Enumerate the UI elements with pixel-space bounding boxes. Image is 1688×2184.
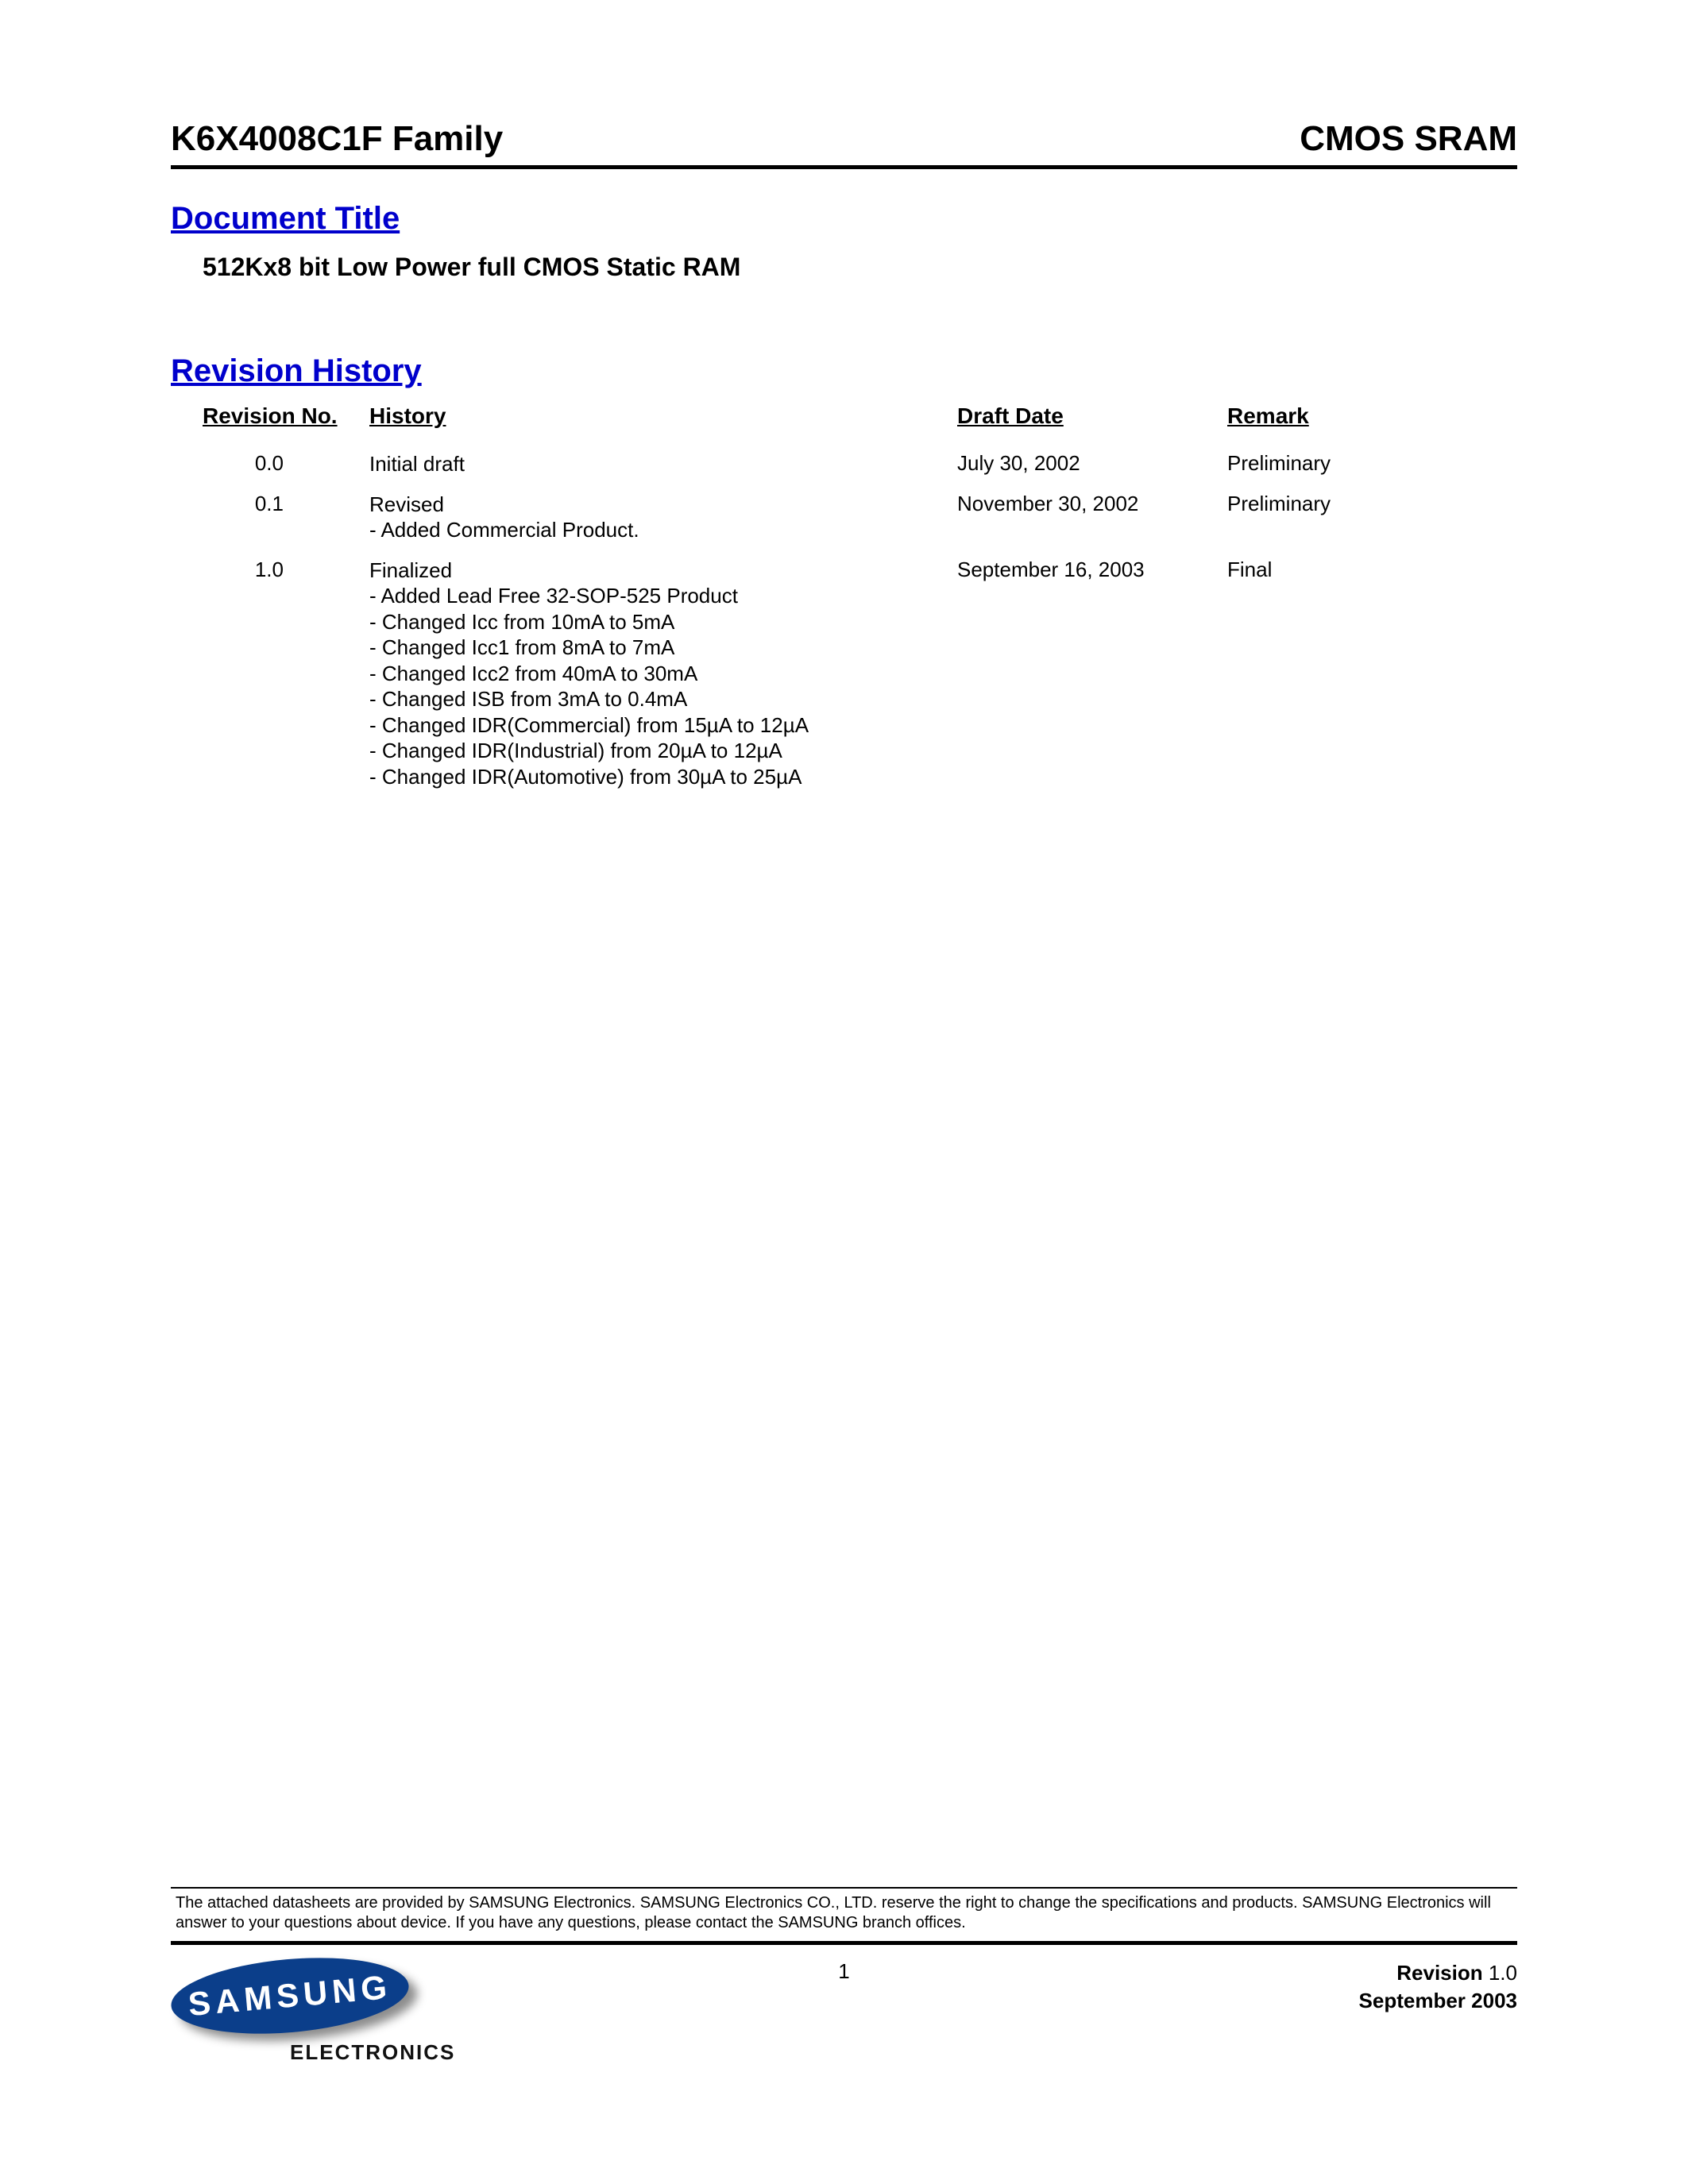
samsung-logo-icon: SAMSUNG <box>168 1949 412 2043</box>
revision-remark: Preliminary <box>1227 451 1466 476</box>
revision-history-heading: Revision History <box>171 353 1517 389</box>
revision-history-cell: Finalized - Added Lead Free 32-SOP-525 P… <box>369 558 957 790</box>
history-line: - Added Commercial Product. <box>369 517 957 543</box>
history-line: Revised <box>369 492 957 518</box>
document-subtitle: 512Kx8 bit Low Power full CMOS Static RA… <box>203 253 1517 282</box>
history-line: - Changed IDR(Industrial) from 20µA to 1… <box>369 738 957 764</box>
history-line: - Added Lead Free 32-SOP-525 Product <box>369 583 957 609</box>
footer-rule <box>171 1941 1517 1945</box>
logo: SAMSUNG ELECTRONICS <box>171 1959 838 2065</box>
revision-history-cell: Initial draft <box>369 451 957 477</box>
page: K6X4008C1F Family CMOS SRAM Document Tit… <box>171 119 1517 2065</box>
header-right: CMOS SRAM <box>1300 119 1517 159</box>
revision-remark: Final <box>1227 558 1466 582</box>
page-number: 1 <box>838 1959 849 1984</box>
col-header-remark: Remark <box>1227 403 1466 437</box>
header-left: K6X4008C1F Family <box>171 119 503 159</box>
footer-date-label: September <box>1359 1989 1472 2012</box>
footer-revision-label: Revision <box>1396 1961 1489 1985</box>
footer-date: September 2003 <box>850 1987 1517 2015</box>
footer-block: The attached datasheets are provided by … <box>171 1887 1517 2065</box>
header-row: K6X4008C1F Family CMOS SRAM <box>171 119 1517 164</box>
history-line: Initial draft <box>369 451 957 477</box>
history-line: - Changed Icc from 10mA to 5mA <box>369 609 957 635</box>
revision-no: 0.1 <box>203 492 369 516</box>
history-line: - Changed ISB from 3mA to 0.4mA <box>369 686 957 712</box>
logo-sub-text: ELECTRONICS <box>290 2040 455 2065</box>
revision-table: Revision No. History Draft Date Remark 0… <box>203 403 1517 789</box>
revision-date: September 16, 2003 <box>957 558 1227 582</box>
col-header-history: History <box>369 403 957 437</box>
revision-table-header: Revision No. History Draft Date Remark <box>203 403 1517 437</box>
disclaimer-text: The attached datasheets are provided by … <box>171 1893 1517 1933</box>
col-header-draft-date: Draft Date <box>957 403 1227 437</box>
footer-row: SAMSUNG ELECTRONICS 1 Revision 1.0 Septe… <box>171 1959 1517 2065</box>
revision-no: 1.0 <box>203 558 369 582</box>
history-line: - Changed Icc1 from 8mA to 7mA <box>369 635 957 661</box>
footer-revision-value: 1.0 <box>1489 1961 1517 1985</box>
revision-row: 0.0 Initial draft July 30, 2002 Prelimin… <box>203 451 1517 477</box>
col-header-revision-no: Revision No. <box>203 403 369 437</box>
disclaimer-rule <box>171 1887 1517 1889</box>
document-title-heading: Document Title <box>171 201 1517 237</box>
footer-revision: Revision 1.0 <box>850 1959 1517 1987</box>
revision-row: 1.0 Finalized - Added Lead Free 32-SOP-5… <box>203 558 1517 790</box>
history-line: Finalized <box>369 558 957 584</box>
revision-row: 0.1 Revised - Added Commercial Product. … <box>203 492 1517 543</box>
history-line: - Changed IDR(Commercial) from 15µA to 1… <box>369 712 957 739</box>
revision-remark: Preliminary <box>1227 492 1466 516</box>
history-line: - Changed IDR(Automotive) from 30µA to 2… <box>369 764 957 790</box>
footer-date-value: 2003 <box>1471 1989 1517 2012</box>
revision-date: July 30, 2002 <box>957 451 1227 476</box>
history-line: - Changed Icc2 from 40mA to 30mA <box>369 661 957 687</box>
revision-date: November 30, 2002 <box>957 492 1227 516</box>
revision-history-cell: Revised - Added Commercial Product. <box>369 492 957 543</box>
revision-no: 0.0 <box>203 451 369 476</box>
header-rule <box>171 165 1517 169</box>
logo-brand-text: SAMSUNG <box>187 1968 393 2024</box>
footer-right: Revision 1.0 September 2003 <box>850 1959 1517 2015</box>
